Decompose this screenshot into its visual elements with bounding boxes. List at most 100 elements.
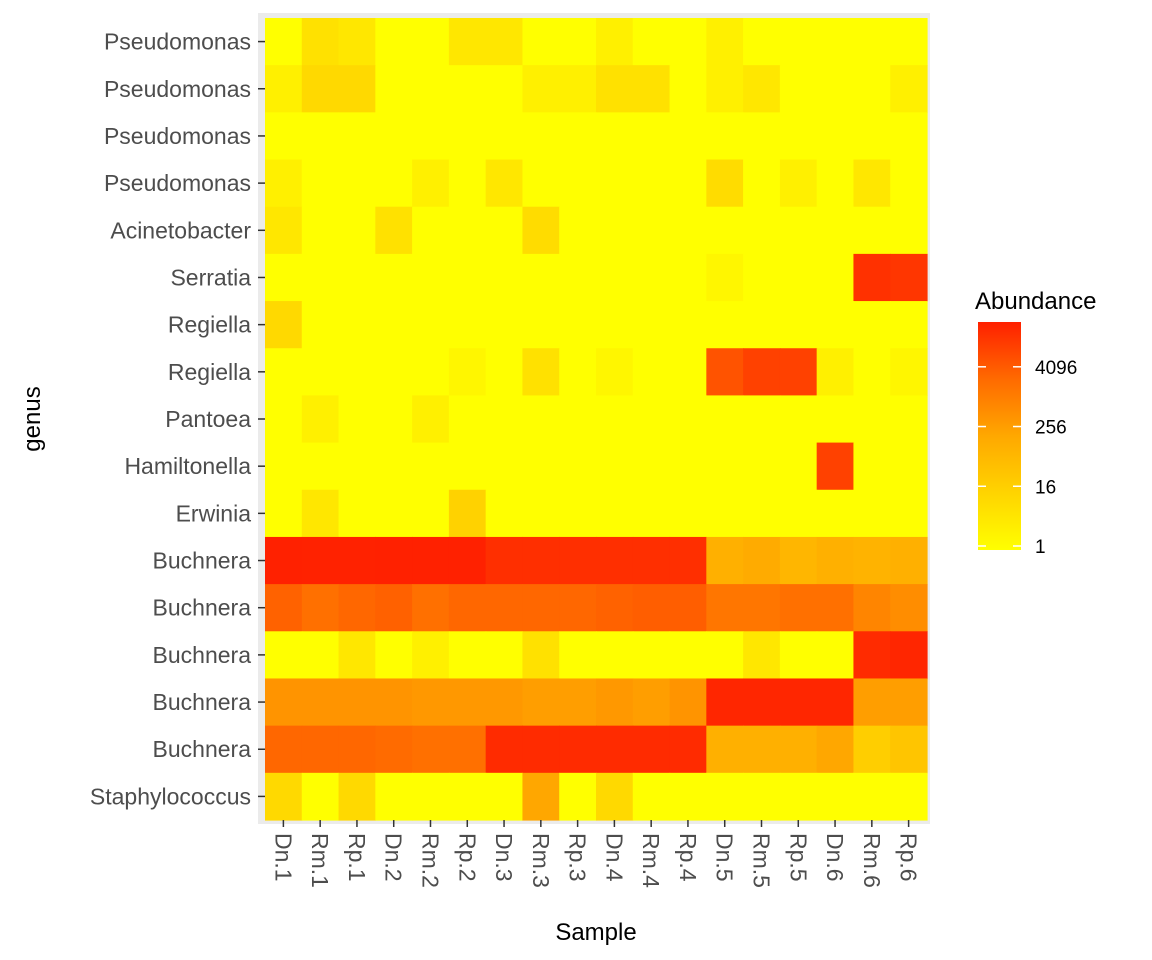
heatmap-cell bbox=[632, 678, 671, 727]
heatmap-cell bbox=[596, 678, 634, 727]
heatmap-cell bbox=[596, 301, 634, 349]
heatmap-cell bbox=[522, 772, 560, 821]
heatmap-cell bbox=[265, 65, 303, 113]
heatmap-cell bbox=[412, 112, 450, 161]
heatmap-cell bbox=[338, 206, 376, 255]
x-tick-label: Dn.4 bbox=[601, 833, 627, 882]
y-tick-label: Pseudomonas bbox=[104, 123, 251, 149]
heatmap-cell bbox=[522, 18, 560, 66]
heatmap-cell bbox=[853, 725, 891, 774]
heatmap-cell bbox=[412, 206, 450, 255]
legend-tick-label: 4096 bbox=[1035, 358, 1077, 379]
heatmap-cell bbox=[338, 772, 376, 821]
heatmap-cell bbox=[559, 65, 597, 113]
heatmap-cell bbox=[338, 442, 376, 491]
heatmap-cell bbox=[853, 18, 891, 66]
heatmap-cell bbox=[853, 772, 891, 821]
heatmap-cell bbox=[265, 206, 303, 255]
heatmap-cell bbox=[301, 536, 340, 585]
heatmap-cell bbox=[890, 253, 928, 302]
heatmap-cell bbox=[853, 65, 891, 113]
heatmap-cell bbox=[559, 253, 597, 302]
legend-tick-label: 16 bbox=[1035, 477, 1056, 498]
heatmap-cell bbox=[412, 725, 450, 774]
heatmap-cell bbox=[632, 442, 671, 491]
y-axis-title: genus bbox=[19, 386, 46, 451]
heatmap-cell bbox=[412, 678, 450, 727]
heatmap-cell bbox=[375, 442, 413, 491]
heatmap-cell bbox=[559, 301, 597, 349]
heatmap-cell bbox=[779, 584, 818, 632]
heatmap-cell bbox=[485, 678, 524, 727]
heatmap-cell bbox=[485, 206, 524, 255]
heatmap-cell bbox=[338, 65, 376, 113]
x-tick-label: Dn.1 bbox=[270, 833, 296, 882]
heatmap-cell bbox=[632, 536, 671, 585]
heatmap-cell bbox=[779, 442, 818, 491]
heatmap-cell bbox=[632, 348, 671, 397]
heatmap-cell bbox=[743, 772, 781, 821]
heatmap-cell bbox=[816, 18, 855, 66]
heatmap-cell bbox=[706, 536, 744, 585]
heatmap-cell bbox=[596, 159, 634, 208]
heatmap-cell bbox=[853, 631, 891, 680]
heatmap-cell bbox=[448, 584, 487, 632]
heatmap-cell bbox=[816, 631, 855, 680]
heatmap-cell bbox=[779, 253, 818, 302]
heatmap-cell bbox=[301, 206, 340, 255]
heatmap-cell bbox=[890, 536, 928, 585]
heatmap-cell bbox=[338, 725, 376, 774]
y-axis: Pseudomonas Pseudomonas Pseudomonas Pseudom… bbox=[90, 29, 265, 809]
heatmap-cell bbox=[632, 301, 671, 349]
y-tick-label: Pantoea bbox=[165, 406, 251, 432]
heatmap-cell bbox=[890, 395, 928, 444]
heatmap-cell bbox=[301, 348, 340, 397]
heatmap-cell bbox=[779, 678, 818, 727]
heatmap-cell bbox=[559, 206, 597, 255]
heatmap-cell bbox=[743, 489, 781, 538]
heatmap-cell bbox=[669, 678, 707, 727]
heatmap-cell bbox=[448, 159, 487, 208]
x-tick-label: Rm.2 bbox=[418, 833, 444, 888]
heatmap-cell bbox=[890, 18, 928, 66]
heatmap-cell bbox=[779, 772, 818, 821]
heatmap-cell bbox=[375, 489, 413, 538]
heatmap-cell bbox=[559, 112, 597, 161]
heatmap-cell bbox=[485, 18, 524, 66]
heatmap-cell bbox=[890, 631, 928, 680]
legend-title: Abundance bbox=[975, 288, 1096, 315]
heatmap-cell bbox=[853, 489, 891, 538]
heatmap-cell bbox=[448, 536, 487, 585]
heatmap-cell bbox=[669, 18, 707, 66]
heatmap-cell bbox=[375, 395, 413, 444]
heatmap-cell bbox=[853, 253, 891, 302]
x-tick-label: Rp.6 bbox=[896, 833, 922, 882]
heatmap-cell bbox=[375, 725, 413, 774]
y-tick-label: Pseudomonas bbox=[104, 29, 251, 55]
heatmap-cell bbox=[632, 159, 671, 208]
heatmap-cell bbox=[522, 112, 560, 161]
heatmap-cell bbox=[375, 65, 413, 113]
heatmap-cell bbox=[890, 584, 928, 632]
heatmap-cell bbox=[338, 678, 376, 727]
heatmap-cell bbox=[265, 584, 303, 632]
heatmap-cell bbox=[669, 725, 707, 774]
heatmap-cell bbox=[816, 489, 855, 538]
heatmap-cell bbox=[743, 348, 781, 397]
x-tick-label: Rm.4 bbox=[638, 833, 664, 888]
x-tick-label: Dn.3 bbox=[491, 833, 517, 882]
heatmap-cell bbox=[596, 584, 634, 632]
heatmap-cell bbox=[779, 725, 818, 774]
heatmap-cell bbox=[596, 65, 634, 113]
heatmap-cell bbox=[559, 678, 597, 727]
heatmap-cell bbox=[632, 584, 671, 632]
heatmap-cell bbox=[816, 536, 855, 585]
heatmap-cell bbox=[265, 112, 303, 161]
x-tick-label: Rp.1 bbox=[344, 833, 370, 882]
legend-tick-label: 1 bbox=[1035, 537, 1046, 558]
heatmap-cell bbox=[338, 253, 376, 302]
heatmap-cell bbox=[522, 301, 560, 349]
heatmap-cell bbox=[669, 348, 707, 397]
heatmap-cell bbox=[669, 253, 707, 302]
heatmap-cell bbox=[779, 65, 818, 113]
